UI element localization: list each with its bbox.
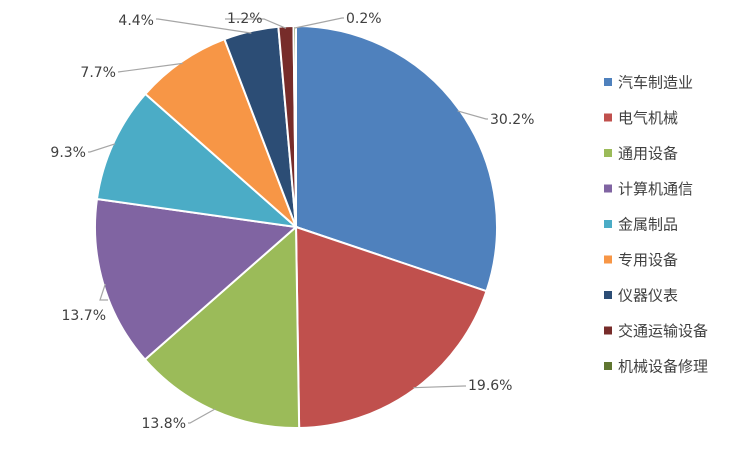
- legend: 汽车制造业电气机械通用设备计算机通信金属制品专用设备仪器仪表交通运输设备机械设备…: [604, 74, 708, 376]
- leader-line-1: [457, 110, 488, 120]
- legend-swatch-4: [604, 184, 612, 193]
- pie-slice-3: [143, 224, 301, 429]
- pie-slice-6: [143, 37, 297, 228]
- legend-swatch-5: [604, 220, 612, 228]
- legend-label-3: 通用设备: [618, 145, 678, 163]
- data-label-1: 30.2%: [490, 112, 534, 128]
- data-label-9: 0.2%: [346, 11, 382, 27]
- leader-line-8: [225, 18, 287, 29]
- pie-slice-9: [292, 24, 297, 228]
- pie-slice-1: [295, 24, 498, 293]
- legend-label-4: 计算机通信: [618, 180, 693, 198]
- pie-slices: [94, 24, 498, 429]
- legend-label-7: 仪器仪表: [618, 287, 678, 305]
- legend-swatch-8: [604, 326, 612, 335]
- leader-line-7: [156, 18, 252, 34]
- leader-line-4: [99, 283, 108, 301]
- legend-swatch-7: [604, 291, 612, 299]
- legend-swatch-9: [604, 362, 612, 370]
- data-label-7: 4.4%: [118, 13, 154, 29]
- leader-line-2: [413, 385, 466, 389]
- data-label-5: 9.3%: [50, 145, 86, 161]
- legend-label-9: 机械设备修理: [618, 358, 708, 376]
- leader-line-5: [88, 143, 116, 153]
- leader-line-9: [294, 17, 344, 29]
- data-label-3: 13.8%: [142, 416, 186, 432]
- legend-label-1: 汽车制造业: [618, 74, 693, 92]
- legend-label-2: 电气机械: [618, 109, 678, 127]
- legend-swatch-6: [604, 255, 612, 264]
- legend-swatch-3: [604, 149, 612, 157]
- leader-line-3: [188, 408, 216, 424]
- data-label-2: 19.6%: [468, 378, 512, 394]
- leader-line-6: [117, 62, 183, 73]
- legend-swatch-1: [604, 78, 612, 86]
- pie-slice-2: [294, 225, 488, 429]
- legend-label-5: 金属制品: [618, 216, 678, 234]
- pie-slice-4: [94, 197, 299, 361]
- data-label-4: 13.7%: [62, 308, 106, 324]
- data-label-8: 1.2%: [227, 11, 263, 27]
- legend-swatch-2: [604, 113, 612, 122]
- data-labels: 30.2% 19.6% 13.8% 13.7% 9.3% 7.7% 4.4% 1.2% 0.2%: [50, 11, 534, 432]
- leader-lines: [88, 17, 488, 424]
- pie-slice-5: [95, 92, 300, 229]
- legend-label-6: 专用设备: [618, 251, 678, 269]
- data-label-6: 7.7%: [80, 65, 116, 81]
- legend-label-8: 交通运输设备: [618, 322, 708, 340]
